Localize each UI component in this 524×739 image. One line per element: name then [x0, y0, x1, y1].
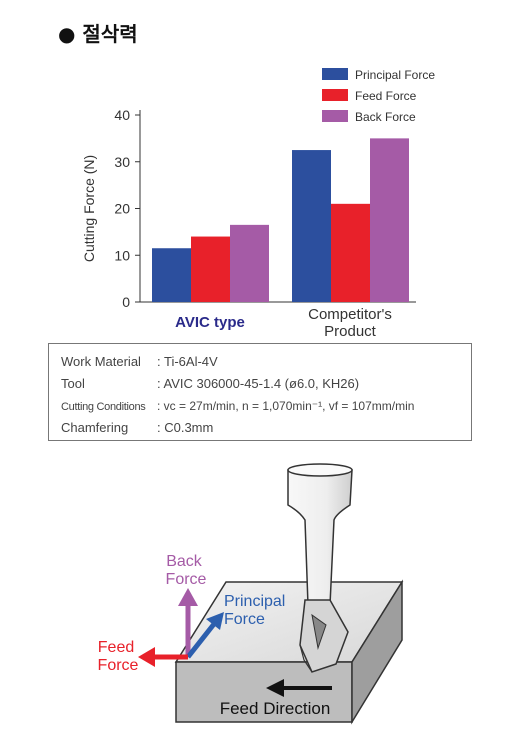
y-axis-label: Cutting Force (N) — [81, 155, 97, 262]
y-tick-label: 40 — [114, 107, 130, 123]
condition-label: Cutting Conditions — [61, 401, 146, 413]
back-force-label: Back Force — [166, 553, 207, 588]
section-heading: ● 절삭력 — [58, 18, 138, 47]
bar — [191, 236, 230, 302]
feed-direction-label: Feed Direction — [220, 699, 331, 718]
feed-force-label: Feed Force — [98, 639, 139, 674]
y-tick-label: 20 — [114, 201, 130, 217]
legend-label: Back Force — [355, 110, 416, 124]
chart-bars — [152, 138, 409, 302]
workpiece-block — [174, 579, 404, 725]
y-tick-label: 10 — [114, 247, 130, 263]
back-force-arrow — [178, 588, 198, 657]
condition-value: : AVIC 306000-45-1.4 (ø6.0, KH26) — [157, 376, 360, 391]
cutting-force-chart: Principal Force Feed Force Back Force 0 10 2… — [81, 68, 435, 340]
condition-row: Cutting Conditions : vc = 27m/min, n = 1,… — [61, 398, 414, 413]
x-tick-label: Competitor's Product — [308, 306, 392, 340]
legend-swatch — [322, 89, 348, 101]
y-tick-label: 30 — [114, 154, 130, 170]
feed-direction-arrow — [266, 679, 332, 697]
cutting-diagram: Feed Direction Back Force Principal Force … — [98, 463, 404, 725]
condition-value: : C0.3mm — [157, 420, 214, 435]
condition-label: Work Material — [61, 354, 141, 369]
bar — [331, 203, 370, 302]
legend-swatch — [322, 110, 348, 122]
legend-label: Principal Force — [355, 68, 435, 82]
legend-swatch — [322, 68, 348, 80]
bar — [230, 224, 269, 302]
condition-label: Chamfering — [61, 420, 129, 435]
end-mill-tool — [287, 463, 353, 673]
heading-text: 절삭력 — [82, 22, 138, 46]
condition-row: Work Material : Ti-6Al-4V — [61, 354, 218, 369]
principal-force-arrow — [186, 612, 224, 659]
bar — [292, 150, 331, 302]
condition-value: : Ti-6Al-4V — [157, 354, 218, 369]
bar — [370, 138, 409, 302]
bar — [152, 248, 191, 302]
condition-row: Tool : AVIC 306000-45-1.4 (ø6.0, KH26) — [61, 376, 359, 391]
condition-value: : vc = 27m/min, n = 1,070min⁻¹, vf = 107… — [157, 399, 415, 413]
principal-force-label: Principal Force — [224, 593, 285, 628]
feed-force-arrow — [138, 647, 188, 667]
bullet-icon: ● — [58, 22, 76, 46]
condition-label: Tool — [61, 376, 85, 391]
condition-row: Chamfering : C0.3mm — [61, 420, 213, 435]
chart-legend: Principal Force Feed Force Back Force — [322, 68, 435, 124]
y-tick-label: 0 — [122, 294, 130, 310]
x-tick-label: AVIC type — [175, 314, 245, 331]
chart-axes: 0 10 20 30 40 Cutting Force (N) AVIC type Compe… — [81, 107, 416, 340]
legend-label: Feed Force — [355, 89, 417, 103]
conditions-table: Work Material : Ti-6Al-4V Tool : AVIC 3060… — [48, 343, 472, 441]
